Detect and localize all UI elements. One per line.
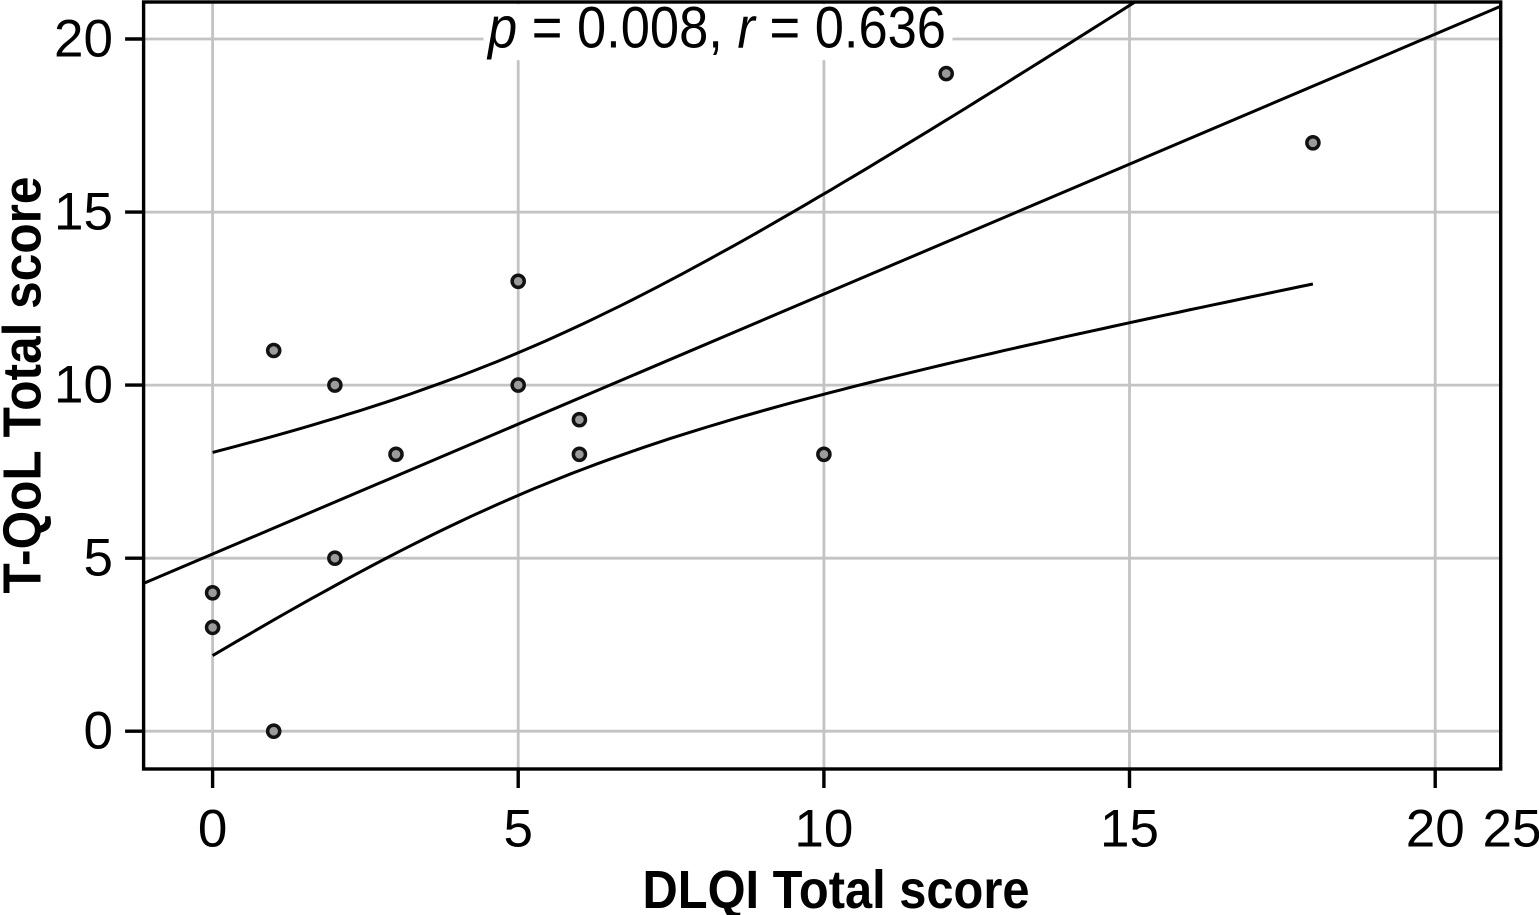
svg-text:20: 20	[54, 9, 113, 68]
svg-text:10: 10	[794, 800, 853, 859]
svg-text:T-QoL Total score: T-QoL Total score	[0, 177, 53, 594]
svg-text:10: 10	[54, 356, 113, 415]
svg-text:0: 0	[84, 702, 113, 761]
svg-text:15: 15	[1100, 800, 1159, 859]
svg-text:p = 0.008, r = 0.636: p = 0.008, r = 0.636	[486, 0, 946, 61]
svg-text:0: 0	[198, 800, 227, 859]
svg-text:20: 20	[1406, 800, 1465, 859]
svg-text:5: 5	[503, 800, 532, 859]
svg-text:25: 25	[1483, 800, 1539, 859]
svg-text:5: 5	[84, 529, 113, 588]
svg-text:DLQI Total score: DLQI Total score	[643, 860, 1030, 915]
svg-text:15: 15	[54, 183, 113, 242]
